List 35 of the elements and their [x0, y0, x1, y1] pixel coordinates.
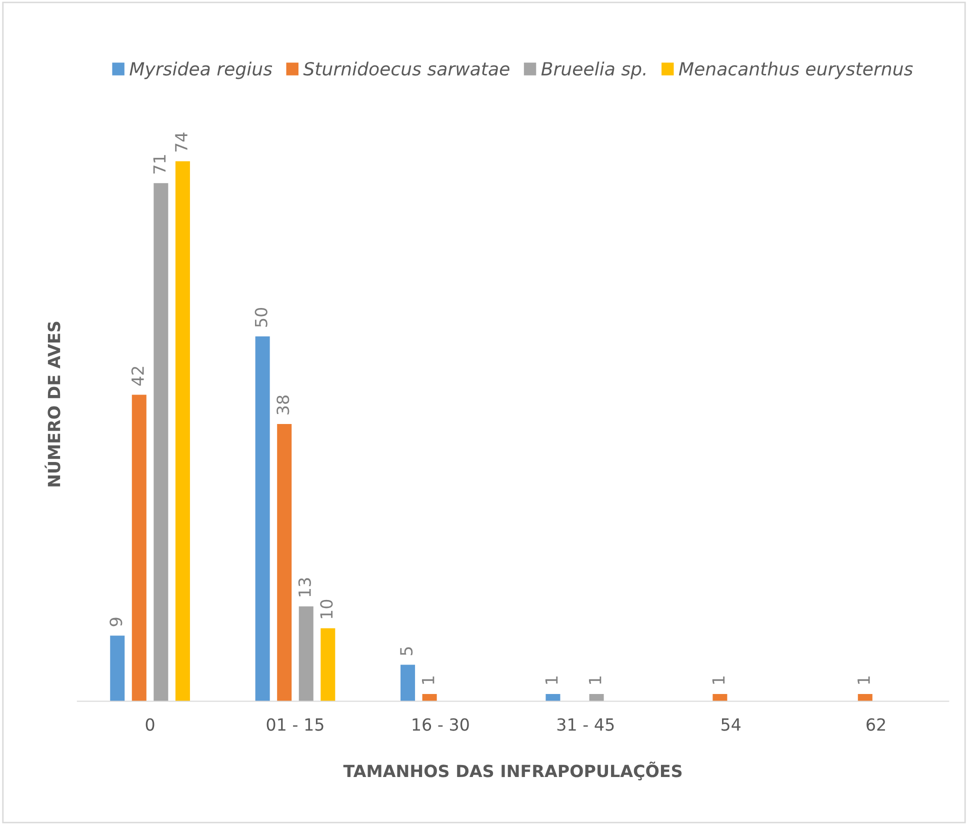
x-tick-label: 16 - 30	[412, 718, 469, 731]
bar	[400, 664, 416, 702]
data-label: 50	[254, 308, 268, 327]
x-tick-label: 01 - 15	[266, 718, 324, 731]
legend-label: Sturnidoecus sarwatae	[303, 62, 510, 76]
data-label: 9	[110, 618, 122, 626]
legend-label: Brueelia sp.	[541, 62, 646, 80]
data-label: 71	[153, 155, 166, 174]
y-axis-title: NÚMERO DE AVES	[44, 322, 60, 486]
data-label: 1	[858, 676, 870, 684]
data-label: 38	[276, 396, 290, 414]
legend-label: Myrsidea regius	[130, 62, 272, 80]
data-label: 13	[298, 578, 311, 596]
bar	[298, 606, 314, 702]
bar	[110, 636, 125, 702]
bar	[175, 161, 190, 702]
data-label: 10	[320, 600, 333, 618]
x-tick-label: 62	[866, 718, 885, 731]
data-label: 1	[422, 676, 434, 684]
data-label: 5	[400, 647, 413, 656]
bar	[255, 336, 270, 702]
data-label: 74	[175, 132, 188, 152]
x-axis-title: TAMANHOS DAS INFRAPOPULAÇÕES	[343, 762, 682, 780]
x-tick-label: 0	[146, 718, 154, 731]
data-label: 42	[131, 366, 144, 386]
data-label: 1	[588, 676, 602, 684]
data-label: 1	[545, 676, 558, 684]
x-tick-label: 54	[722, 718, 741, 731]
legend-label: Menacanthus eurysternus	[678, 62, 913, 80]
x-tick-label: 31 - 45	[557, 718, 614, 731]
bar	[320, 628, 336, 702]
bar	[277, 424, 292, 702]
data-label: 1	[712, 676, 725, 684]
bar	[154, 183, 168, 702]
bar	[132, 394, 146, 702]
